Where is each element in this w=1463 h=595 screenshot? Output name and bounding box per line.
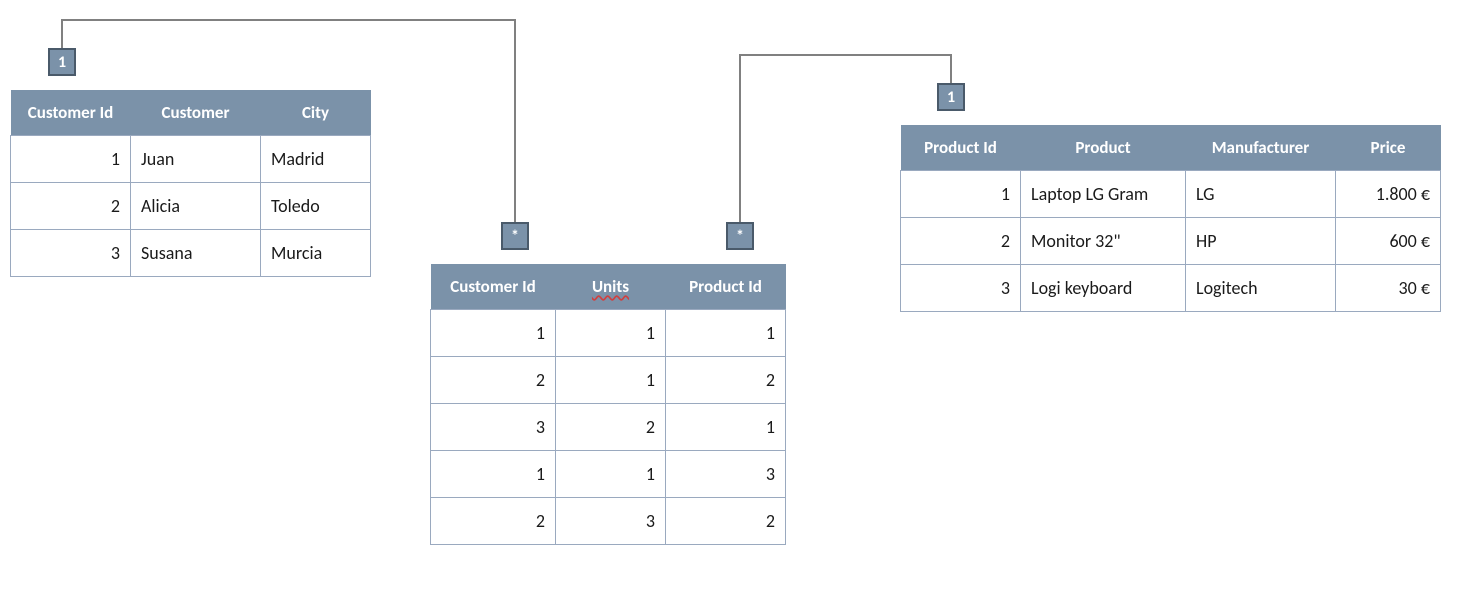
cell: 1 bbox=[431, 451, 556, 498]
cell: 1 bbox=[901, 171, 1021, 218]
table-header-row: Customer Id Customer City bbox=[11, 90, 371, 136]
badge-label: 1 bbox=[947, 88, 955, 107]
cardinality-badge-customers-one: 1 bbox=[48, 48, 76, 76]
orders-table: Customer Id Units Product Id 1 1 1 2 1 2… bbox=[430, 264, 786, 545]
table-row: 1 1 3 bbox=[431, 451, 786, 498]
table-row: 2 Alicia Toledo bbox=[11, 183, 371, 230]
table-row: 3 2 1 bbox=[431, 404, 786, 451]
cell: 3 bbox=[556, 498, 666, 545]
cell: 2 bbox=[901, 218, 1021, 265]
col-header: Product Id bbox=[901, 125, 1021, 171]
cell: 3 bbox=[431, 404, 556, 451]
cell: HP bbox=[1186, 218, 1336, 265]
cell: 2 bbox=[556, 404, 666, 451]
cell: Toledo bbox=[261, 183, 371, 230]
cardinality-badge-orders-many-left: * bbox=[501, 222, 529, 250]
col-header-label: Units bbox=[592, 276, 629, 297]
col-header: Price bbox=[1336, 125, 1441, 171]
cell: 600 € bbox=[1336, 218, 1441, 265]
cardinality-badge-products-one: 1 bbox=[937, 83, 965, 111]
cell: LG bbox=[1186, 171, 1336, 218]
products-table: Product Id Product Manufacturer Price 1 … bbox=[900, 125, 1441, 312]
cell: 2 bbox=[11, 183, 131, 230]
table-row: 1 Laptop LG Gram LG 1.800 € bbox=[901, 171, 1441, 218]
col-header: Customer bbox=[131, 90, 261, 136]
customers-table: Customer Id Customer City 1 Juan Madrid … bbox=[10, 90, 371, 277]
cell: 1 bbox=[556, 310, 666, 357]
cell: 1 bbox=[431, 310, 556, 357]
cell: 30 € bbox=[1336, 265, 1441, 312]
badge-label: * bbox=[736, 227, 744, 246]
col-header: Customer Id bbox=[11, 90, 131, 136]
cell: 2 bbox=[666, 498, 786, 545]
cell: 2 bbox=[431, 498, 556, 545]
cell: Logi keyboard bbox=[1021, 265, 1186, 312]
cell: 3 bbox=[666, 451, 786, 498]
cell: 2 bbox=[431, 357, 556, 404]
cell: 3 bbox=[11, 230, 131, 277]
table-row: 1 Juan Madrid bbox=[11, 136, 371, 183]
cell: 1 bbox=[666, 404, 786, 451]
table-row: 2 3 2 bbox=[431, 498, 786, 545]
badge-label: 1 bbox=[58, 53, 66, 72]
badge-label: * bbox=[511, 227, 519, 246]
table-row: 2 1 2 bbox=[431, 357, 786, 404]
cell: Logitech bbox=[1186, 265, 1336, 312]
cell: 1 bbox=[11, 136, 131, 183]
cell: Susana bbox=[131, 230, 261, 277]
cell: 2 bbox=[666, 357, 786, 404]
cell: Laptop LG Gram bbox=[1021, 171, 1186, 218]
cell: 1 bbox=[556, 357, 666, 404]
cardinality-badge-orders-many-right: * bbox=[726, 222, 754, 250]
cell: 1 bbox=[666, 310, 786, 357]
cell: Juan bbox=[131, 136, 261, 183]
cell: 1 bbox=[556, 451, 666, 498]
table-row: 1 1 1 bbox=[431, 310, 786, 357]
table-header-row: Product Id Product Manufacturer Price bbox=[901, 125, 1441, 171]
table-row: 3 Logi keyboard Logitech 30 € bbox=[901, 265, 1441, 312]
table-row: 3 Susana Murcia bbox=[11, 230, 371, 277]
col-header: Units bbox=[556, 264, 666, 310]
col-header: Manufacturer bbox=[1186, 125, 1336, 171]
cell: Murcia bbox=[261, 230, 371, 277]
cell: Alicia bbox=[131, 183, 261, 230]
col-header: City bbox=[261, 90, 371, 136]
cell: Madrid bbox=[261, 136, 371, 183]
col-header: Product bbox=[1021, 125, 1186, 171]
table-row: 2 Monitor 32" HP 600 € bbox=[901, 218, 1441, 265]
cell: 3 bbox=[901, 265, 1021, 312]
col-header: Customer Id bbox=[431, 264, 556, 310]
col-header: Product Id bbox=[666, 264, 786, 310]
cell: 1.800 € bbox=[1336, 171, 1441, 218]
table-header-row: Customer Id Units Product Id bbox=[431, 264, 786, 310]
diagram-canvas: 1 * * 1 Customer Id Customer City 1 Juan… bbox=[0, 0, 1463, 595]
cell: Monitor 32" bbox=[1021, 218, 1186, 265]
